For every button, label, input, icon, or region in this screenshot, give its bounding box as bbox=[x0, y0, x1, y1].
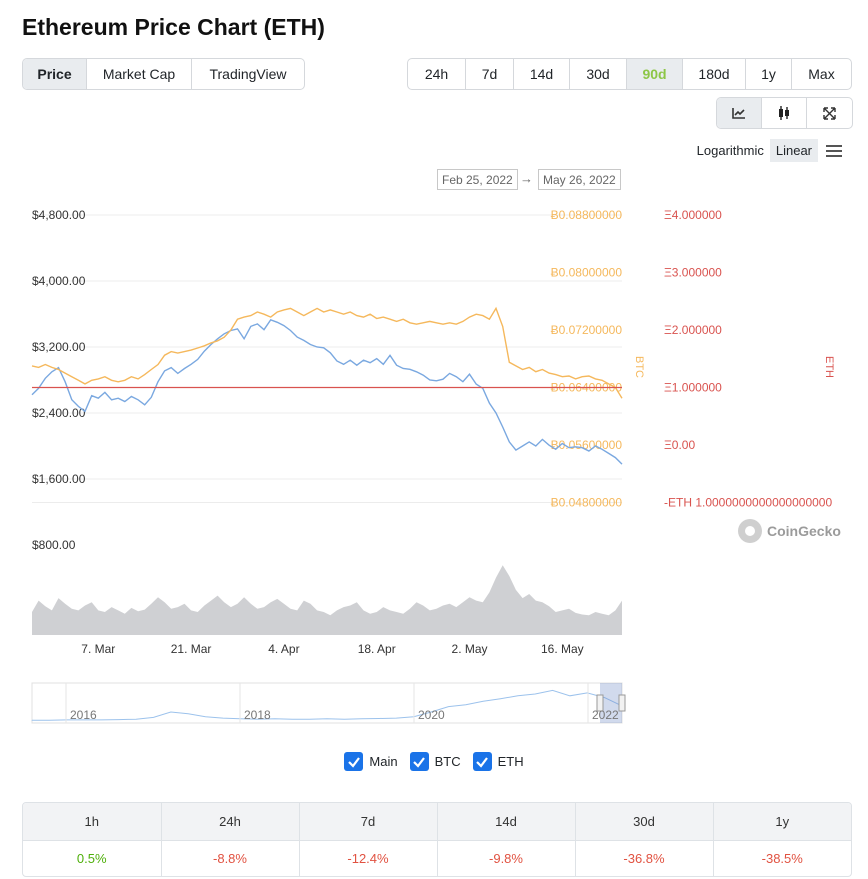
usd-tick-label: $4,800.00 bbox=[32, 208, 86, 222]
usd-tick-label: $1,600.00 bbox=[32, 472, 86, 486]
x-tick-label: 16. May bbox=[541, 642, 584, 656]
legend-label: ETH bbox=[497, 754, 524, 769]
perf-value-30d: -36.8% bbox=[575, 840, 714, 876]
fullscreen-button[interactable] bbox=[807, 98, 852, 128]
view-tabs: Price Market Cap TradingView bbox=[22, 58, 305, 90]
navigator-year-label: 2020 bbox=[418, 708, 445, 722]
perf-value-24h: -8.8% bbox=[161, 840, 300, 876]
perf-header-1y: 1y bbox=[713, 803, 851, 841]
chart-tools bbox=[716, 97, 853, 129]
btc-tick-label: Ƀ0.08000000 bbox=[551, 266, 623, 280]
coingecko-logo-icon bbox=[738, 519, 762, 543]
legend-item-main[interactable]: Main bbox=[344, 752, 398, 771]
navigator-year-label: 2016 bbox=[70, 708, 97, 722]
btc-tick-label: Ƀ0.04800000 bbox=[551, 496, 623, 510]
navigator-year-label: 2022 bbox=[592, 708, 619, 722]
range-7d[interactable]: 7d bbox=[466, 59, 514, 89]
price-chart: $4,800.00 $4,000.00 $3,200.00 $2,400.00 $1,6… bbox=[31, 208, 835, 724]
fullscreen-icon bbox=[823, 106, 836, 120]
usd-tick-label: $2,400.00 bbox=[32, 406, 86, 420]
menu-icon[interactable] bbox=[826, 142, 842, 160]
volume-area bbox=[32, 565, 622, 635]
tab-market-cap[interactable]: Market Cap bbox=[87, 59, 192, 89]
line-chart-button[interactable] bbox=[717, 98, 762, 128]
perf-header-7d: 7d bbox=[299, 803, 438, 841]
series-line-main bbox=[31, 318, 623, 465]
btc-tick-label: Ƀ0.08800000 bbox=[551, 208, 623, 222]
perf-header-24h: 24h bbox=[161, 803, 300, 841]
eth-tick-label: Ξ3.000000 bbox=[664, 266, 722, 280]
perf-value-14d: -9.8% bbox=[437, 840, 576, 876]
navigator-handle-left bbox=[596, 694, 604, 712]
watermark-text: CoinGecko bbox=[767, 523, 841, 539]
navigator-selection bbox=[600, 683, 622, 723]
eth-tick-label: Ξ1.000000 bbox=[664, 381, 722, 395]
usd-tick-label: $3,200.00 bbox=[32, 340, 86, 354]
performance-table: 1h 24h 7d 14d 30d 1y 0.5% -8.8% -12.4% -9.8% -36.… bbox=[22, 802, 852, 877]
navigator-series bbox=[31, 689, 623, 721]
navigator-handle-right bbox=[618, 694, 626, 712]
x-tick-label: 2. May bbox=[452, 642, 488, 656]
range-14d[interactable]: 14d bbox=[514, 59, 570, 89]
range-90d[interactable]: 90d bbox=[627, 59, 683, 89]
perf-header-1h: 1h bbox=[23, 803, 162, 841]
scale-logarithmic-button[interactable]: Logarithmic bbox=[696, 143, 764, 158]
checkbox-checked-icon[interactable] bbox=[409, 752, 429, 771]
eth-tick-label: Ξ4.000000 bbox=[664, 208, 722, 222]
checkbox-checked-icon[interactable] bbox=[344, 752, 364, 771]
eth-axis-title: ETH bbox=[823, 356, 835, 378]
chart-legend: Main BTC ETH bbox=[0, 752, 868, 771]
tab-price[interactable]: Price bbox=[23, 59, 87, 89]
tab-tradingview[interactable]: TradingView bbox=[209, 66, 287, 82]
candlestick-icon bbox=[777, 105, 791, 121]
perf-header-14d: 14d bbox=[437, 803, 576, 841]
legend-item-btc[interactable]: BTC bbox=[409, 752, 461, 771]
eth-tick-label: Ξ2.000000 bbox=[664, 323, 722, 337]
coingecko-watermark: CoinGecko bbox=[738, 519, 841, 543]
range-24h[interactable]: 24h bbox=[408, 59, 466, 89]
range-max[interactable]: Max bbox=[808, 66, 835, 82]
date-to-input[interactable]: May 26, 2022 bbox=[538, 169, 621, 190]
range-1y[interactable]: 1y bbox=[746, 59, 792, 89]
eth-tick-label: -ETH 1.0000000000000000000 bbox=[664, 496, 832, 510]
perf-value-1y: -38.5% bbox=[761, 850, 803, 866]
navigator-frame bbox=[31, 682, 623, 724]
candlestick-button[interactable] bbox=[762, 98, 807, 128]
scale-linear-button[interactable]: Linear bbox=[769, 139, 818, 162]
range-tabs: 24h 7d 14d 30d 90d 180d 1y Max bbox=[407, 58, 852, 90]
perf-value-7d: -12.4% bbox=[299, 840, 438, 876]
usd-tick-label: $800.00 bbox=[32, 538, 76, 552]
x-tick-label: 21. Mar bbox=[171, 642, 212, 656]
date-from-input[interactable]: Feb 25, 2022 bbox=[437, 169, 518, 190]
range-30d[interactable]: 30d bbox=[570, 59, 627, 89]
btc-tick-label: Ƀ0.05600000 bbox=[551, 438, 623, 452]
eth-tick-label: Ξ0.00 bbox=[664, 438, 695, 452]
btc-tick-label: Ƀ0.07200000 bbox=[551, 323, 623, 337]
x-tick-label: 18. Apr bbox=[358, 642, 396, 656]
scale-toggle: Logarithmic Linear bbox=[691, 139, 842, 162]
legend-label: Main bbox=[369, 754, 398, 769]
usd-tick-label: $4,000.00 bbox=[32, 274, 86, 288]
btc-axis-title: BTC bbox=[633, 356, 645, 378]
legend-item-eth[interactable]: ETH bbox=[472, 752, 524, 771]
perf-value-1h: 0.5% bbox=[23, 840, 162, 876]
date-range-arrow: → bbox=[520, 171, 533, 186]
x-tick-label: 7. Mar bbox=[81, 642, 115, 656]
perf-header-30d: 30d bbox=[575, 803, 714, 841]
series-line-btc bbox=[31, 306, 623, 399]
line-chart-icon bbox=[732, 107, 746, 119]
legend-label: BTC bbox=[434, 754, 461, 769]
x-tick-label: 4. Apr bbox=[268, 642, 299, 656]
checkbox-checked-icon[interactable] bbox=[472, 752, 492, 771]
range-180d[interactable]: 180d bbox=[683, 59, 746, 89]
navigator-year-label: 2018 bbox=[244, 708, 271, 722]
page-title: Ethereum Price Chart (ETH) bbox=[22, 14, 325, 40]
